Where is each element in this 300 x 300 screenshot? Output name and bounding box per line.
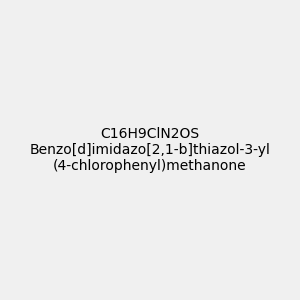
Text: C16H9ClN2OS
Benzo[d]imidazo[2,1-b]thiazol-3-yl
(4-chlorophenyl)methanone: C16H9ClN2OS Benzo[d]imidazo[2,1-b]thiazo…: [30, 127, 270, 173]
